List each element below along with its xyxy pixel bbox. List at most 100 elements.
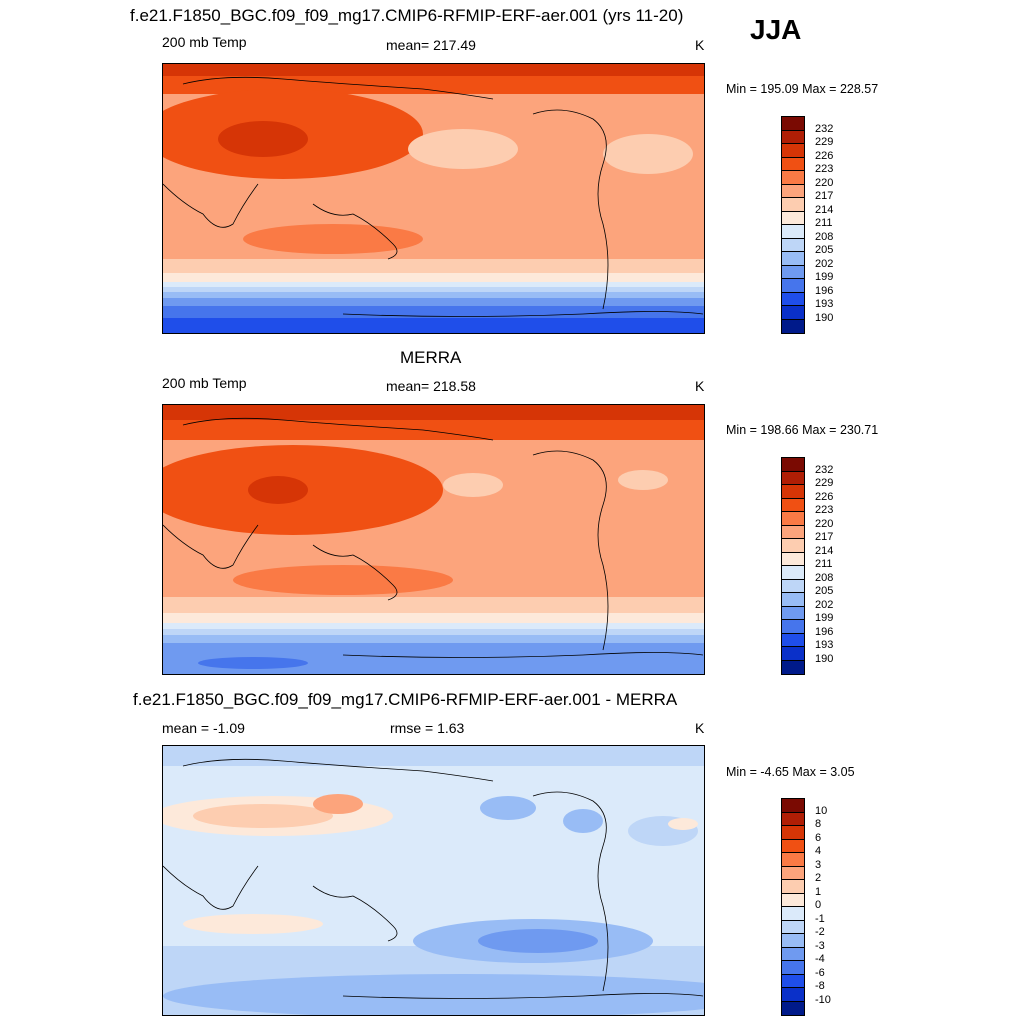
panel1-colorbar-swatch <box>782 211 804 225</box>
panel2-colorbar-tick: 220 <box>815 518 834 530</box>
panel3-colorbar-tick: 3 <box>815 859 822 871</box>
panel3-colorbar-swatch <box>782 893 804 907</box>
panel1-colorbar-swatch <box>782 292 804 306</box>
panel1-colorbar-tick: 193 <box>815 298 834 310</box>
panel3-colorbar-tick: -8 <box>815 980 825 992</box>
panel3-colorbar-tick: 0 <box>815 899 822 911</box>
panel3-colorbar-tick: 1 <box>815 886 822 898</box>
panel3-colorbar-tick: -4 <box>815 953 825 965</box>
panel3-minmax: Min = -4.65 Max = 3.05 <box>726 765 855 779</box>
panel2-colorbar-swatch <box>782 512 804 526</box>
panel3-colorbar-swatch <box>782 826 804 840</box>
panel3-colorbar-tick: 6 <box>815 832 822 844</box>
panel3-colorbar-swatch <box>782 988 804 1002</box>
panel1-title: f.e21.F1850_BGC.f09_f09_mg17.CMIP6-RFMIP… <box>130 6 684 25</box>
panel1-colorbar-swatch <box>782 198 804 212</box>
panel3-colorbar <box>781 798 805 1016</box>
panel2-colorbar-tick: 214 <box>815 545 834 557</box>
panel2-colorbar-tick: 205 <box>815 585 834 597</box>
panel2-colorbar-swatch <box>782 485 804 499</box>
panel1-colorbar-swatch <box>782 319 804 333</box>
panel3-colorbar-swatch <box>782 1001 804 1015</box>
panel1-colorbar-tick: 208 <box>815 231 834 243</box>
panel1-colorbar-tick: 232 <box>815 123 834 135</box>
panel1-units-label: K <box>695 37 705 53</box>
panel3-rmse-label: rmse = 1.63 <box>390 720 465 736</box>
season-label: JJA <box>750 14 802 45</box>
panel2-colorbar-swatch <box>782 525 804 539</box>
panel1-colorbar-swatch <box>782 171 804 185</box>
panel1-colorbar-tick: 205 <box>815 244 834 256</box>
panel3-colorbar-swatch <box>782 947 804 961</box>
panel1-colorbar-tick: 229 <box>815 136 834 148</box>
panel1-colorbar-tick: 199 <box>815 271 834 283</box>
panel1-colorbar-swatch <box>782 157 804 171</box>
panel2-colorbar-swatch <box>782 498 804 512</box>
panel3-colorbar-tick: 10 <box>815 805 828 817</box>
panel2-colorbar <box>781 457 805 675</box>
panel2-colorbar-swatch <box>782 471 804 485</box>
panel2-colorbar-tick: 211 <box>815 558 833 570</box>
panel2-colorbar-tick: 202 <box>815 599 834 611</box>
panel2-colorbar-tick: 190 <box>815 653 834 665</box>
panel1-colorbar-swatch <box>782 265 804 279</box>
panel1-minmax: Min = 195.09 Max = 228.57 <box>726 82 879 96</box>
panel2-colorbar-tick: 193 <box>815 639 834 651</box>
panel2-colorbar-swatch <box>782 579 804 593</box>
panel3-title: f.e21.F1850_BGC.f09_f09_mg17.CMIP6-RFMIP… <box>133 690 678 709</box>
panel3-colorbar-swatch <box>782 866 804 880</box>
panel1-colorbar-tick: 211 <box>815 217 833 229</box>
panel3-colorbar-swatch <box>782 812 804 826</box>
panel2-colorbar-swatch <box>782 593 804 607</box>
panel3-colorbar-swatch <box>782 961 804 975</box>
panel1-colorbar-tick: 214 <box>815 204 834 216</box>
panel3-colorbar-tick: -6 <box>815 967 825 979</box>
panel3-colorbar-swatch <box>782 920 804 934</box>
panel1-colorbar-tick: 226 <box>815 150 834 162</box>
panel2-colorbar-swatch <box>782 620 804 634</box>
panel1-colorbar-swatch <box>782 238 804 252</box>
panel1-colorbar-swatch <box>782 306 804 320</box>
panel2-colorbar-swatch <box>782 606 804 620</box>
panel3-colorbar-tick: 2 <box>815 872 822 884</box>
panel3-colorbar-tick: -10 <box>815 994 831 1006</box>
panel3-colorbar-tick: -1 <box>815 913 825 925</box>
panel2-colorbar-swatch <box>782 633 804 647</box>
panel1-colorbar-swatch <box>782 144 804 158</box>
panel2-colorbar-swatch <box>782 552 804 566</box>
panel1-colorbar-tick: 202 <box>815 258 834 270</box>
panel1-colorbar-tick: 217 <box>815 190 834 202</box>
panel1-colorbar-swatch <box>782 184 804 198</box>
panel1-colorbar-swatch <box>782 130 804 144</box>
panel2-colorbar-swatch <box>782 566 804 580</box>
panel3-colorbar-swatch <box>782 839 804 853</box>
panel3-mean-label: mean = -1.09 <box>162 720 245 736</box>
panel2-colorbar-tick: 229 <box>815 477 834 489</box>
panel2-colorbar-tick: 199 <box>815 612 834 624</box>
panel3-colorbar-swatch <box>782 853 804 867</box>
panel1-colorbar-tick: 196 <box>815 285 834 297</box>
panel2-colorbar-tick: 208 <box>815 572 834 584</box>
panel1-variable-label: 200 mb Temp <box>162 34 247 50</box>
panel2-minmax: Min = 198.66 Max = 230.71 <box>726 423 879 437</box>
panel2-mean-label: mean= 218.58 <box>386 378 476 394</box>
panel3-colorbar-tick: 4 <box>815 845 822 857</box>
panel3-colorbar-swatch <box>782 934 804 948</box>
panel1-colorbar-swatch <box>782 252 804 266</box>
panel2-colorbar-tick: 232 <box>815 464 834 476</box>
panel3-colorbar-swatch <box>782 974 804 988</box>
panel2-colorbar-tick: 217 <box>815 531 834 543</box>
panel3-colorbar-tick: -3 <box>815 940 825 952</box>
panel3-map <box>162 745 705 1016</box>
panel2-colorbar-tick: 226 <box>815 491 834 503</box>
panel2-colorbar-tick: 196 <box>815 626 834 638</box>
panel3-colorbar-tick: 8 <box>815 818 822 830</box>
panel1-mean-label: mean= 217.49 <box>386 37 476 53</box>
panel3-colorbar-swatch <box>782 907 804 921</box>
panel1-map <box>162 63 705 334</box>
panel1-colorbar-tick: 220 <box>815 177 834 189</box>
panel2-map <box>162 404 705 675</box>
panel3-colorbar-swatch <box>782 880 804 894</box>
panel3-colorbar-tick: -2 <box>815 926 825 938</box>
panel1-colorbar-swatch <box>782 117 804 131</box>
